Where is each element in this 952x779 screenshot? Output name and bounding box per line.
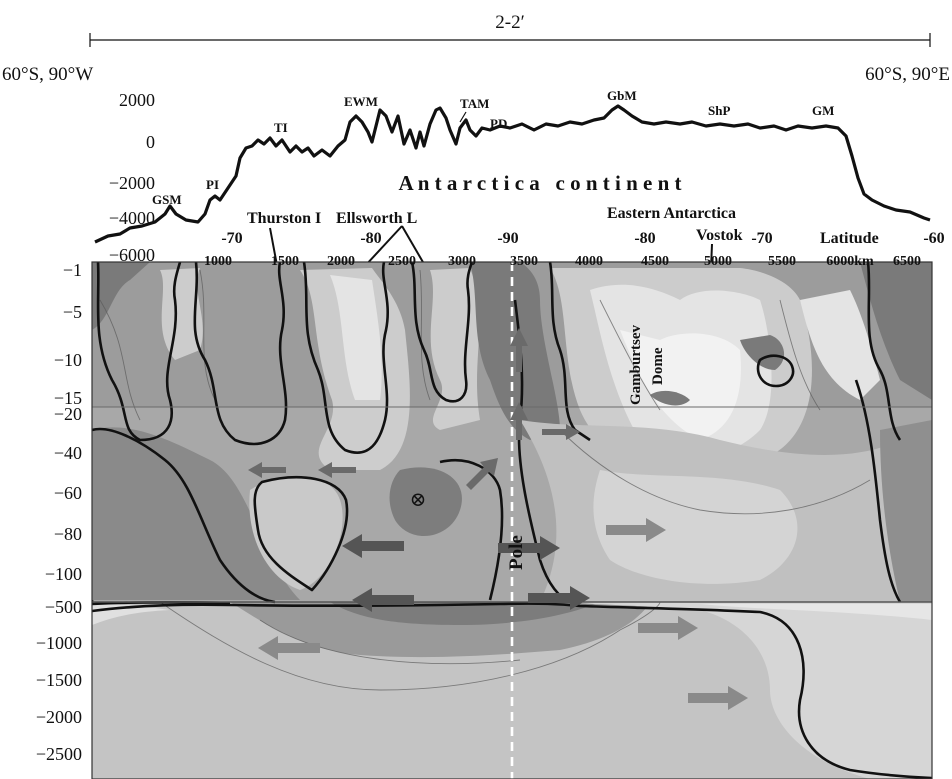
latitude-axis-label: Latitude bbox=[820, 230, 879, 247]
lat-tick-80e: -80 bbox=[634, 230, 655, 247]
depth-tick-60: −60 bbox=[54, 483, 82, 503]
arrow-up-pole-2 bbox=[510, 402, 528, 440]
dist-tick-6000km: 6000km bbox=[826, 254, 874, 269]
label-gamburtsev: Gamburtsev bbox=[628, 325, 644, 405]
depth-tick-10: −10 bbox=[54, 350, 82, 370]
dist-tick-5500: 5500 bbox=[768, 254, 796, 269]
arrow-left-small-1 bbox=[248, 462, 286, 478]
lat-tick-80w: -80 bbox=[360, 230, 381, 247]
region-ellsworth: Ellsworth L bbox=[336, 210, 417, 227]
dist-tick-1000: 1000 bbox=[204, 254, 232, 269]
region-thurston: Thurston I bbox=[247, 210, 321, 227]
label-dome: Dome bbox=[650, 347, 666, 385]
arrow-left-large-1 bbox=[342, 534, 404, 558]
depth-tick-40: −40 bbox=[54, 443, 82, 463]
label-tam: TAM bbox=[460, 96, 489, 111]
arrow-right-small bbox=[542, 424, 580, 440]
dist-tick-4500: 4500 bbox=[641, 254, 669, 269]
lat-tick-60e: -60 bbox=[923, 230, 944, 247]
depth-tick-80: −80 bbox=[54, 524, 82, 544]
dist-tick-6500: 6500 bbox=[893, 254, 921, 269]
label-pi: PI bbox=[206, 177, 219, 192]
label-gbm: GbM bbox=[607, 88, 637, 103]
arrow-diagonal-up-right bbox=[466, 458, 498, 490]
elev-tick-2000: 2000 bbox=[119, 90, 155, 110]
elev-tick-m2000: −2000 bbox=[109, 173, 155, 193]
profile-right-end: 60°S, 90°E bbox=[865, 64, 950, 85]
latitude-axis: -70 -80 -90 -80 -70 -60 Latitude bbox=[221, 230, 944, 247]
depth-tick-2500: −2500 bbox=[36, 744, 82, 764]
label-ti: TI bbox=[274, 120, 288, 135]
label-shp: ShP bbox=[708, 103, 730, 118]
dist-tick-2000: 2000 bbox=[327, 254, 355, 269]
label-ewm: EWM bbox=[344, 94, 378, 109]
arrow-up-pole bbox=[510, 328, 528, 372]
arrow-right-light-2 bbox=[638, 616, 698, 640]
depth-tick-1: −1 bbox=[63, 260, 82, 280]
label-pole: Pole bbox=[506, 535, 527, 570]
depth-tick-1500: −1500 bbox=[36, 670, 82, 690]
label-gsm: GSM bbox=[152, 192, 182, 207]
section-frame bbox=[91, 261, 933, 779]
topo-feature-labels: GSM PI TI EWM TAM PD GbM ShP GM bbox=[152, 88, 834, 207]
depth-tick-500: −500 bbox=[45, 597, 82, 617]
dist-tick-5000: 5000 bbox=[704, 254, 732, 269]
dist-tick-3000: 3000 bbox=[448, 254, 476, 269]
dist-tick-4000: 4000 bbox=[575, 254, 603, 269]
profile-title: 2-2′ bbox=[495, 12, 524, 33]
elevation-axis: 2000 0 −2000 −4000 −6000 bbox=[109, 90, 155, 265]
dist-tick-1500: 1500 bbox=[271, 254, 299, 269]
continent-label: A n t a r c t i c a c o n t i n e n t bbox=[398, 171, 681, 195]
lat-tick-90: -90 bbox=[497, 230, 518, 247]
depth-axis: −1 −5 −10 −15 −20 −40 −60 −80 −100 −500 … bbox=[36, 260, 82, 764]
dist-tick-3500: 3500 bbox=[510, 254, 538, 269]
arrow-left-light bbox=[258, 636, 320, 660]
region-eastern-antarctica: Eastern Antarctica bbox=[607, 205, 736, 222]
depth-tick-1000: −1000 bbox=[36, 633, 82, 653]
label-pd: PD bbox=[490, 116, 507, 131]
distance-axis: 1000 1500 2000 2500 3000 3500 4000 4500 … bbox=[204, 254, 921, 269]
label-gm: GM bbox=[812, 103, 834, 118]
profile-left-end: 60°S, 90°W bbox=[2, 64, 93, 85]
arrow-right-light-3 bbox=[688, 686, 748, 710]
elev-tick-0: 0 bbox=[146, 132, 155, 152]
arrow-right-large-1 bbox=[498, 536, 560, 560]
elev-tick-m6000: −6000 bbox=[109, 245, 155, 265]
elev-tick-m4000: −4000 bbox=[109, 208, 155, 228]
arrow-right-large-2 bbox=[528, 586, 590, 610]
depth-tick-5: −5 bbox=[63, 302, 82, 322]
tomography-section bbox=[92, 262, 932, 779]
arrow-left-small-2 bbox=[318, 462, 356, 478]
region-vostok: Vostok bbox=[696, 227, 743, 244]
lat-tick-70e: -70 bbox=[751, 230, 772, 247]
cross-symbol-icon: ⊗ bbox=[410, 489, 427, 511]
depth-tick-100: −100 bbox=[45, 564, 82, 584]
flow-arrows bbox=[248, 328, 748, 710]
depth-tick-2000: −2000 bbox=[36, 707, 82, 727]
lat-tick-70w: -70 bbox=[221, 230, 242, 247]
depth-tick-20: −20 bbox=[54, 404, 82, 424]
profile-line bbox=[89, 33, 931, 47]
depth-tick-15: −15 bbox=[54, 388, 82, 408]
topography-line bbox=[94, 104, 931, 244]
arrow-right-light-1 bbox=[606, 518, 666, 542]
arrow-left-large-2 bbox=[352, 588, 414, 612]
dist-tick-2500: 2500 bbox=[388, 254, 416, 269]
